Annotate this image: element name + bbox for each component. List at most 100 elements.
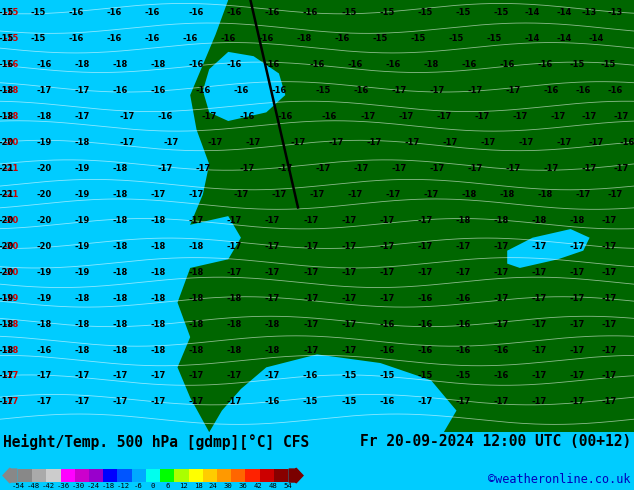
- Text: -17: -17: [227, 216, 242, 225]
- Text: -16: -16: [322, 112, 337, 121]
- Text: -17: -17: [424, 190, 439, 199]
- Text: -17: -17: [569, 242, 585, 251]
- Text: -17: -17: [506, 86, 521, 95]
- Text: -18: -18: [151, 268, 166, 277]
- Text: -16: -16: [145, 8, 160, 18]
- Bar: [75, 469, 89, 482]
- Text: -18: -18: [531, 216, 547, 225]
- Text: 54: 54: [283, 483, 292, 489]
- Text: -17: -17: [398, 112, 413, 121]
- Text: -18: -18: [227, 345, 242, 355]
- Text: -16: -16: [195, 86, 210, 95]
- Text: -17: -17: [601, 294, 616, 303]
- Text: -18: -18: [0, 319, 14, 329]
- Text: -17: -17: [303, 242, 318, 251]
- Text: -20: -20: [3, 268, 18, 277]
- Text: -18: -18: [113, 242, 128, 251]
- Text: -18: -18: [500, 190, 515, 199]
- Text: -16: -16: [265, 397, 280, 406]
- Text: -16: -16: [0, 60, 14, 69]
- Text: -16: -16: [3, 60, 18, 69]
- Text: -17: -17: [3, 371, 18, 381]
- Text: -18: -18: [151, 345, 166, 355]
- Text: -17: -17: [278, 164, 293, 173]
- Text: -16: -16: [335, 34, 350, 44]
- Text: -17: -17: [468, 86, 483, 95]
- Text: -17: -17: [519, 138, 534, 147]
- Text: -17: -17: [303, 268, 318, 277]
- Text: -17: -17: [189, 190, 204, 199]
- Text: 12: 12: [179, 483, 188, 489]
- Text: -16: -16: [189, 8, 204, 18]
- Text: -16: -16: [576, 86, 591, 95]
- Text: -16: -16: [240, 112, 255, 121]
- Text: -18: -18: [37, 319, 52, 329]
- Text: -17: -17: [246, 138, 261, 147]
- Text: 6: 6: [166, 483, 170, 489]
- Text: -16: -16: [145, 34, 160, 44]
- Text: -16: -16: [113, 86, 128, 95]
- Text: -15: -15: [455, 371, 470, 381]
- Text: -17: -17: [379, 268, 394, 277]
- Text: -18: -18: [297, 34, 312, 44]
- Text: -18: -18: [227, 319, 242, 329]
- Bar: [174, 469, 188, 482]
- Text: -20: -20: [0, 138, 14, 147]
- Text: -17: -17: [379, 294, 394, 303]
- Text: -17: -17: [157, 164, 172, 173]
- Text: -17: -17: [151, 397, 166, 406]
- Text: -19: -19: [0, 294, 14, 303]
- Text: Fr 20-09-2024 12:00 UTC (00+12): Fr 20-09-2024 12:00 UTC (00+12): [359, 434, 631, 449]
- Text: -18: -18: [538, 190, 553, 199]
- Text: -18: -18: [189, 294, 204, 303]
- Bar: [117, 469, 132, 482]
- Text: -17: -17: [151, 371, 166, 381]
- Text: -24: -24: [86, 483, 100, 489]
- Bar: [160, 469, 174, 482]
- Text: -20: -20: [3, 242, 18, 251]
- Text: -21: -21: [3, 190, 18, 199]
- Text: -19: -19: [37, 138, 52, 147]
- Text: -16: -16: [493, 371, 508, 381]
- Text: -17: -17: [601, 268, 616, 277]
- Bar: [245, 469, 259, 482]
- Text: 18: 18: [193, 483, 202, 489]
- Text: -16: -16: [309, 60, 325, 69]
- Text: -16: -16: [189, 60, 204, 69]
- Text: -16: -16: [37, 60, 52, 69]
- Text: -17: -17: [227, 242, 242, 251]
- Bar: [61, 469, 75, 482]
- Text: -18: -18: [189, 242, 204, 251]
- Text: -17: -17: [569, 397, 585, 406]
- Text: -18: -18: [151, 242, 166, 251]
- Text: -17: -17: [443, 138, 458, 147]
- Text: -16: -16: [607, 86, 623, 95]
- Text: -17: -17: [455, 242, 470, 251]
- Text: -16: -16: [493, 345, 508, 355]
- Text: -15: -15: [493, 8, 508, 18]
- Text: -17: -17: [455, 268, 470, 277]
- Text: -15: -15: [3, 8, 18, 18]
- Text: -17: -17: [392, 86, 407, 95]
- Bar: [32, 469, 46, 482]
- Text: -19: -19: [37, 268, 52, 277]
- Text: -18: -18: [101, 483, 115, 489]
- Text: -17: -17: [493, 294, 508, 303]
- Text: -15: -15: [316, 86, 331, 95]
- Text: -30: -30: [72, 483, 84, 489]
- Text: -21: -21: [0, 164, 14, 173]
- Text: -15: -15: [411, 34, 426, 44]
- Text: -16: -16: [157, 112, 172, 121]
- Text: -17: -17: [341, 268, 356, 277]
- Text: -17: -17: [531, 242, 547, 251]
- Text: -15: -15: [569, 60, 585, 69]
- Text: -17: -17: [474, 112, 489, 121]
- Text: -16: -16: [379, 345, 394, 355]
- Text: -18: -18: [75, 345, 90, 355]
- Bar: [146, 469, 160, 482]
- Bar: [89, 469, 103, 482]
- Text: -15: -15: [379, 371, 394, 381]
- Text: -17: -17: [404, 138, 420, 147]
- Text: -16: -16: [379, 319, 394, 329]
- Text: -17: -17: [151, 190, 166, 199]
